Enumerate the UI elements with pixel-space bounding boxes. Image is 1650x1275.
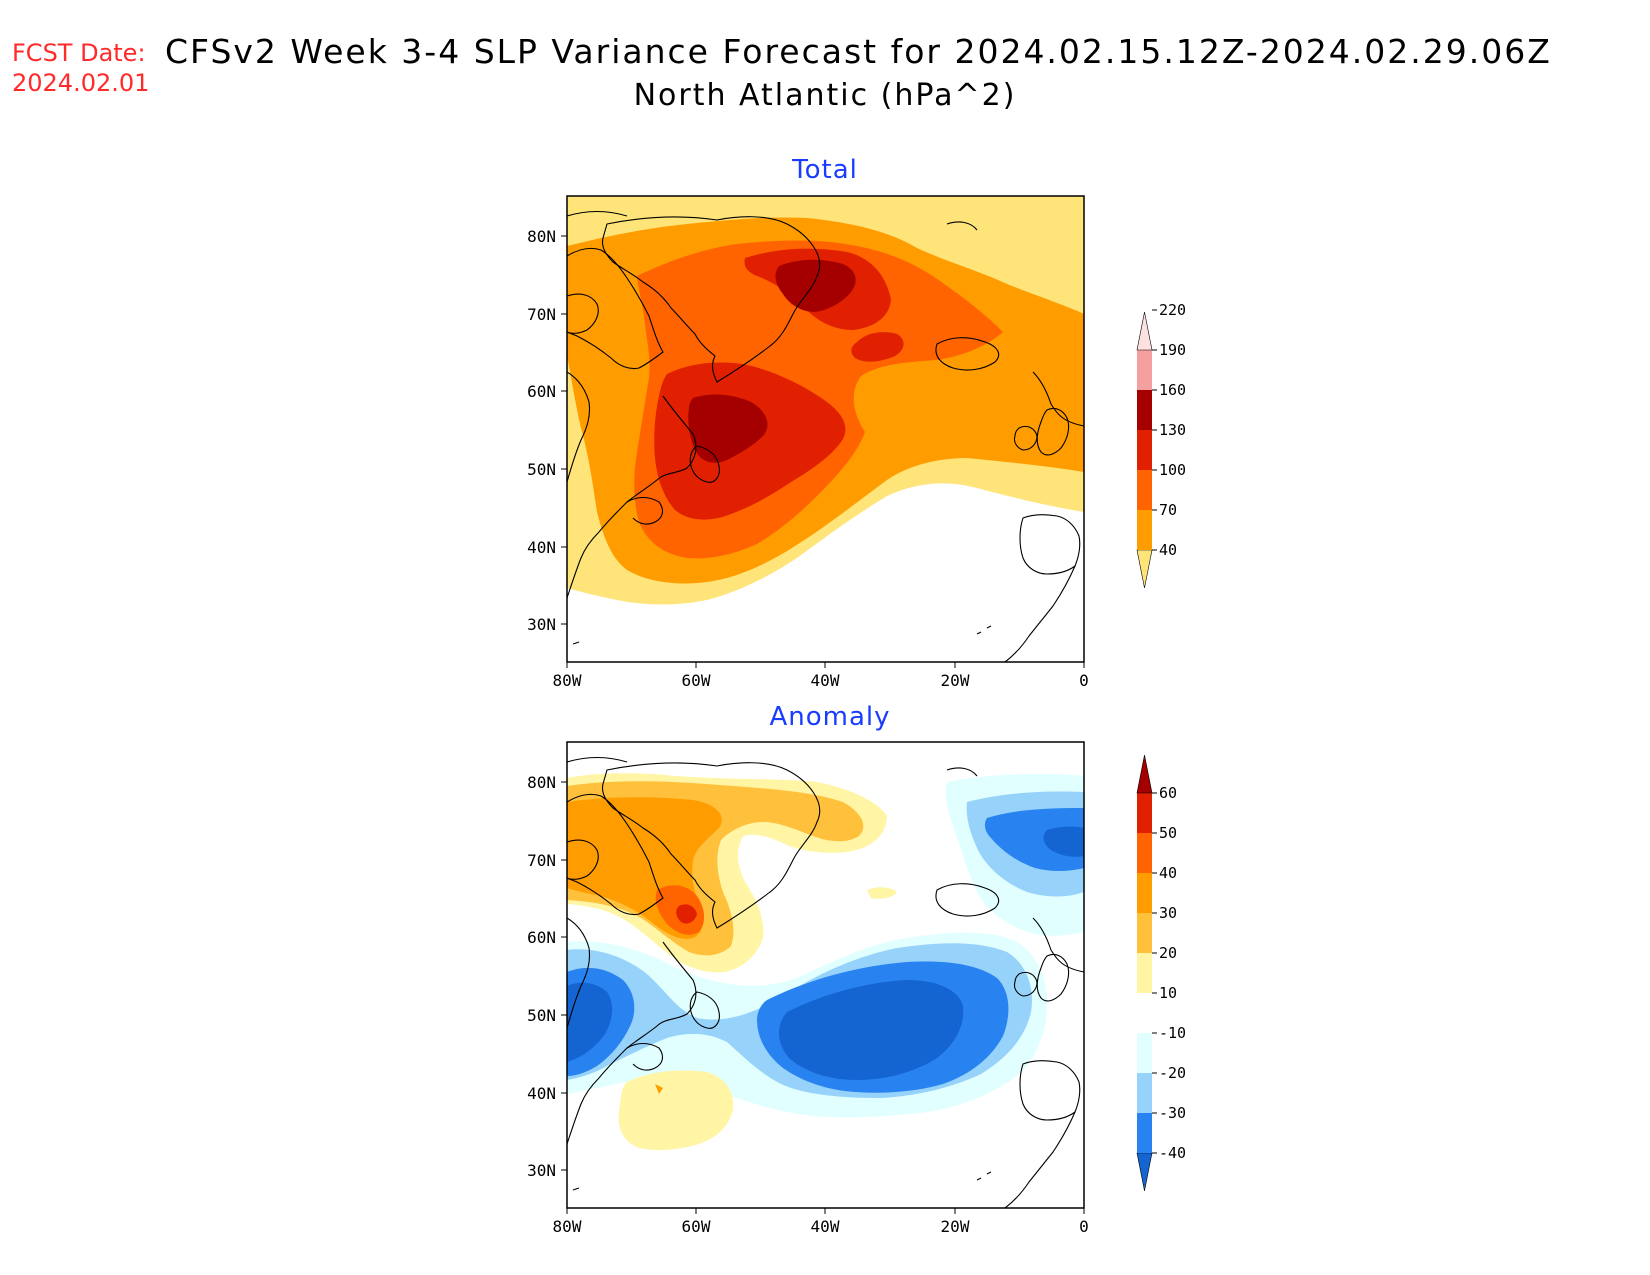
total-lat-label: 40N: [527, 538, 556, 557]
total-colorbar-end-low: [1136, 549, 1153, 589]
anomaly-lon-axis: 80W 60W 40W 20W 0: [553, 1208, 1089, 1236]
total-colorbar-swatch: [1137, 390, 1152, 430]
anomaly-colorbar-label: 50: [1159, 824, 1177, 842]
anomaly-colorbar-label: -40: [1159, 1144, 1186, 1162]
anomaly-colorbar-swatch: [1137, 913, 1152, 953]
anomaly-colorbar-end-high: [1136, 754, 1153, 794]
total-lat-axis: 80N 70N 60N 50N 40N 30N: [527, 227, 567, 634]
total-colorbar-end-high: [1136, 311, 1153, 351]
anomaly-lon-label: 60W: [682, 1217, 711, 1236]
anomaly-colorbar-end-low: [1136, 1152, 1153, 1192]
total-colorbar-swatch: [1137, 430, 1152, 470]
total-colorbar-swatch: [1137, 510, 1152, 550]
total-colorbar-label: 100: [1159, 461, 1186, 479]
total-lon-label: 20W: [941, 671, 970, 690]
anomaly-lon-label: 0: [1079, 1217, 1089, 1236]
total-colorbar-swatch: [1137, 350, 1152, 390]
sub-title: North Atlantic (hPa^2): [633, 78, 1017, 113]
anomaly-colorbar-label: 20: [1159, 944, 1177, 962]
total-lat-label: 50N: [527, 460, 556, 479]
anomaly-colorbar-label: -20: [1159, 1064, 1186, 1082]
total-colorbar-label: 130: [1159, 421, 1186, 439]
total-lon-label: 0: [1079, 671, 1089, 690]
total-colorbar-label: 220: [1159, 301, 1186, 319]
anomaly-colorbar-label: 10: [1159, 984, 1177, 1002]
anomaly-lat-label: 80N: [527, 773, 556, 792]
anomaly-colorbar: -40 -30 -20 -10 10 20 30 40 50 60: [1136, 754, 1186, 1192]
anomaly-lat-axis: 80N 70N 60N 50N 40N 30N: [527, 773, 567, 1180]
total-lat-label: 80N: [527, 227, 556, 246]
anomaly-lat-label: 60N: [527, 928, 556, 947]
total-colorbar: 40 70 100 130 160 190 220: [1136, 301, 1186, 589]
anomaly-colorbar-swatch: [1137, 1033, 1152, 1073]
total-lon-label: 40W: [811, 671, 840, 690]
panel-title-anomaly: Anomaly: [769, 702, 890, 732]
fcst-date-value: 2024.02.01: [12, 69, 150, 97]
total-map: [567, 196, 1084, 662]
total-colorbar-label: 40: [1159, 541, 1177, 559]
anomaly-lon-label: 20W: [941, 1217, 970, 1236]
anomaly-colorbar-label: 30: [1159, 904, 1177, 922]
anomaly-lat-label: 70N: [527, 851, 556, 870]
anomaly-map: [567, 742, 1084, 1208]
fcst-date-label: FCST Date:: [12, 39, 146, 67]
anomaly-colorbar-swatch: [1137, 793, 1152, 833]
total-lon-label: 80W: [553, 671, 582, 690]
total-lat-label: 70N: [527, 305, 556, 324]
anomaly-colorbar-label: -10: [1159, 1024, 1186, 1042]
anomaly-lon-label: 40W: [811, 1217, 840, 1236]
total-colorbar-swatch: [1137, 470, 1152, 510]
forecast-date-block: FCST Date: 2024.02.01: [12, 38, 149, 98]
anomaly-colorbar-swatch: [1137, 1073, 1152, 1113]
anomaly-lat-label: 30N: [527, 1161, 556, 1180]
anomaly-colorbar-label: -30: [1159, 1104, 1186, 1122]
anomaly-lon-label: 80W: [553, 1217, 582, 1236]
anomaly-lat-label: 50N: [527, 1006, 556, 1025]
panel-title-total: Total: [791, 155, 858, 185]
anomaly-lat-label: 40N: [527, 1084, 556, 1103]
anomaly-colorbar-swatch: [1137, 953, 1152, 993]
anomaly-colorbar-label: 40: [1159, 864, 1177, 882]
main-title: CFSv2 Week 3-4 SLP Variance Forecast for…: [165, 32, 1552, 71]
total-colorbar-label: 70: [1159, 501, 1177, 519]
total-lat-label: 30N: [527, 615, 556, 634]
total-colorbar-label: 160: [1159, 381, 1186, 399]
total-lat-label: 60N: [527, 382, 556, 401]
anomaly-colorbar-swatch: [1137, 873, 1152, 913]
total-lon-label: 60W: [682, 671, 711, 690]
anomaly-colorbar-swatch: [1137, 833, 1152, 873]
anomaly-colorbar-label: 60: [1159, 784, 1177, 802]
total-lon-axis: 80W 60W 40W 20W 0: [553, 662, 1089, 690]
anomaly-colorbar-swatch: [1137, 1113, 1152, 1153]
total-colorbar-label: 190: [1159, 341, 1186, 359]
anomaly-colorbar-swatch: [1137, 993, 1152, 1033]
